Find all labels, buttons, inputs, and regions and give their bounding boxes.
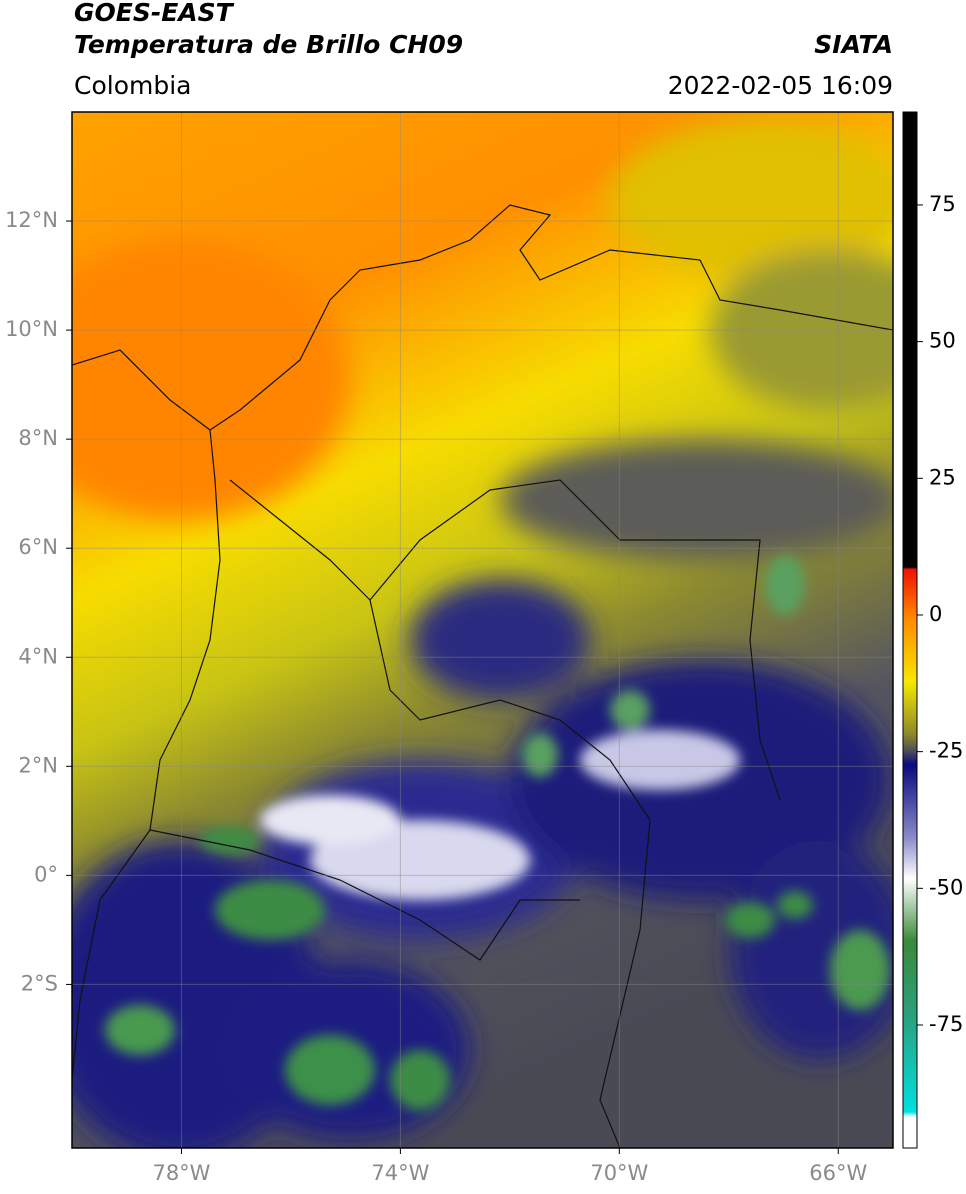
colorbar-tick-label: -75: [929, 1012, 963, 1036]
colorbar-tick-label: 50: [929, 329, 956, 353]
lat-tick-label: 10°N: [5, 317, 58, 341]
lat-tick-label: 0°: [34, 862, 58, 886]
lat-tick-label: 6°N: [18, 535, 58, 559]
title: GOES-EAST: [74, 0, 235, 27]
colorbar-tick-label: -50: [929, 875, 963, 899]
lat-tick-label: 12°N: [5, 208, 58, 232]
source: SIATA: [814, 30, 893, 59]
colorbar-tick-label: 25: [929, 465, 956, 489]
lat-tick-label: 2°N: [18, 753, 58, 777]
lat-tick-label: 4°N: [18, 644, 58, 668]
colorbar-tick-label: 75: [929, 192, 956, 216]
lon-tick-label: 74°W: [371, 1161, 429, 1185]
colorbar: [902, 111, 918, 1149]
subtitle: Temperatura de Brillo CH09: [74, 30, 463, 59]
colorbar-tick-label: -25: [929, 739, 963, 763]
colorbar-tick-label: 0: [929, 602, 942, 626]
map-frame: [71, 111, 894, 1149]
lon-tick-label: 70°W: [590, 1161, 648, 1185]
lat-tick-label: 8°N: [18, 426, 58, 450]
satellite-image: [72, 112, 893, 1148]
datetime: 2022-02-05 16:09: [668, 71, 893, 100]
lat-tick-label: 2°S: [21, 971, 58, 995]
region: Colombia: [74, 71, 191, 100]
lon-tick-label: 78°W: [152, 1161, 210, 1185]
lon-tick-label: 66°W: [809, 1161, 867, 1185]
